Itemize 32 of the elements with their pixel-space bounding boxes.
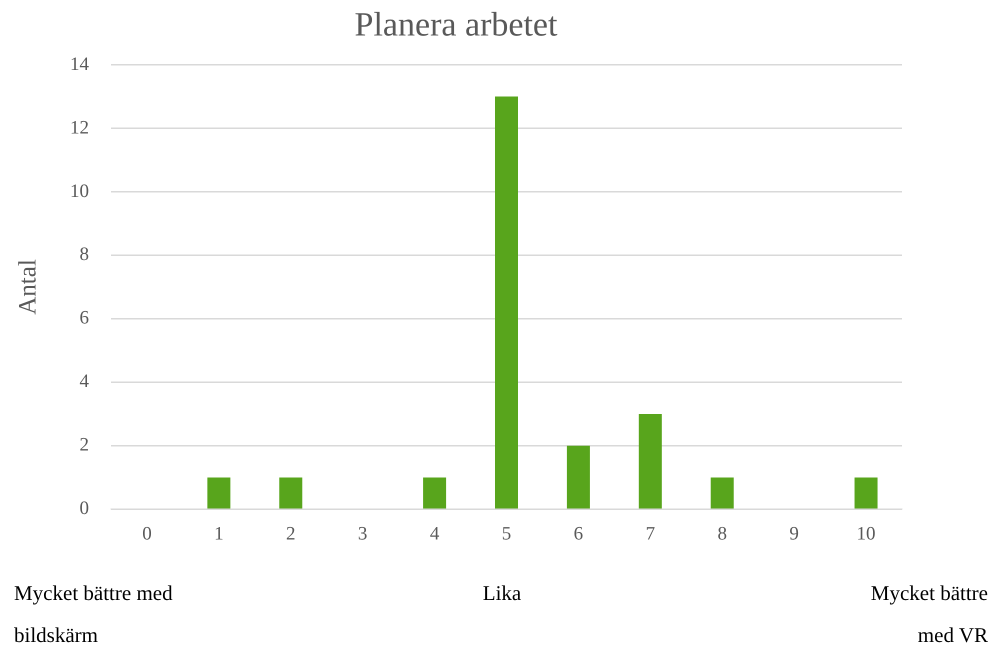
bar: [494, 96, 518, 508]
bar: [710, 477, 734, 508]
y-tick-label: 4: [80, 371, 90, 392]
bar: [423, 477, 446, 508]
bar: [207, 477, 230, 508]
x-tick-label: 5: [502, 524, 512, 545]
y-tick-label: 10: [70, 180, 89, 202]
y-tick-label: 2: [80, 434, 89, 456]
x-tick-label: 4: [430, 524, 440, 545]
bar: [279, 477, 302, 508]
bar: [854, 477, 878, 508]
y-tick-label: 12: [70, 117, 89, 138]
x-tick-label: 3: [358, 524, 368, 545]
x-tick-label: 6: [574, 524, 584, 545]
text: Mycket bättre med bildskärm: [14, 580, 174, 645]
y-axis-title: Antal: [14, 259, 42, 315]
bar: [566, 446, 590, 508]
y-tick-label: 8: [80, 244, 89, 266]
y-tick-label: 0: [80, 498, 89, 520]
y-tick-label: 14: [70, 54, 90, 75]
x-tick-label: 8: [717, 524, 727, 545]
x-tick-label: 7: [646, 524, 656, 545]
text: Lika: [482, 580, 522, 607]
x-tick-label: 1: [214, 524, 224, 545]
chart-title: Planera arbetet: [354, 6, 558, 44]
text: Mycket bättre med VR: [870, 580, 988, 645]
bar: [638, 414, 662, 508]
x-tick-label: 0: [142, 524, 152, 545]
x-tick-label: 9: [789, 524, 799, 545]
x-tick-label: 2: [286, 524, 296, 545]
y-tick-label: 6: [80, 308, 89, 329]
x-tick-label: 10: [856, 524, 876, 545]
